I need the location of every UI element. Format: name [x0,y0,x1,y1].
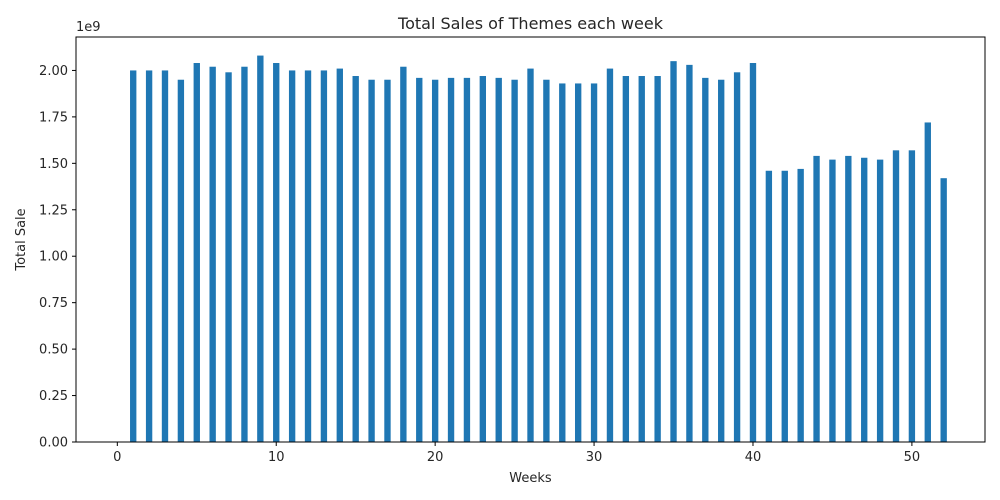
bar-week-8 [241,66,248,443]
bar-week-10 [273,63,280,442]
x-tick-label: 10 [268,450,285,465]
bar-week-33 [638,76,645,442]
bar-week-44 [813,155,820,442]
bar-week-31 [606,68,614,442]
y-tick-label: 2.00 [39,64,68,79]
x-axis: 0 10 20 30 40 50 [113,442,920,465]
bar-week-32 [622,76,630,442]
bars-group [130,55,947,443]
bar-week-14 [336,68,343,442]
y-axis-offset-label: 1e9 [76,20,101,35]
bar-week-19 [416,77,423,443]
bar-week-1 [130,70,137,442]
bar-week-34 [654,76,661,442]
x-axis-title: Weeks [509,471,552,486]
bar-week-18 [400,66,407,443]
plot-frame [75,36,986,443]
bar-week-38 [718,79,725,442]
bar-week-51 [924,122,931,443]
y-tick-label: 0.75 [39,296,68,311]
y-tick-label: 0.00 [39,436,68,451]
bar-week-20 [431,79,439,442]
bar-week-15 [352,76,359,442]
bar-week-28 [559,83,566,443]
y-tick-label: 1.25 [39,203,68,218]
x-tick-label: 30 [586,450,603,465]
bar-week-47 [861,157,868,442]
bar-week-2 [145,70,153,442]
bar-week-41 [765,170,773,442]
bar-week-22 [463,77,471,443]
bar-week-7 [225,72,232,443]
bar-week-29 [574,83,582,443]
y-axis-title: Total Sale [14,208,29,271]
bar-week-3 [161,70,169,442]
y-tick-label: 0.25 [39,389,68,404]
y-tick-label: 1.50 [39,157,68,172]
bar-week-24 [495,77,502,443]
bar-week-25 [511,79,518,442]
bar-week-48 [876,159,884,442]
y-axis: 0.00 0.25 0.50 0.75 1.00 1.25 1.50 1.75 2.00 [39,64,76,451]
bar-week-40 [749,63,757,442]
bar-week-9 [257,55,264,443]
y-tick-label: 1.00 [39,250,68,265]
x-tick-label: 20 [427,450,444,465]
y-tick-label: 0.50 [39,343,68,358]
bar-week-5 [193,63,200,442]
bar-week-39 [733,72,741,443]
bar-week-37 [702,77,709,443]
bar-week-36 [686,64,693,442]
bar-week-13 [320,70,328,442]
bar-week-11 [288,70,296,442]
bar-week-43 [797,168,804,442]
bar-week-42 [781,170,788,442]
chart-title: Total Sales of Themes each week [397,14,664,33]
bar-week-35 [670,61,677,443]
bar-week-17 [384,79,391,442]
bar-week-27 [543,79,550,442]
bar-week-49 [892,150,900,442]
bar-week-21 [447,77,455,443]
bar-week-52 [940,178,947,442]
bar-week-50 [908,150,916,442]
bar-week-6 [209,66,216,443]
bar-week-23 [479,76,487,442]
y-tick-label: 1.75 [39,110,68,125]
x-tick-label: 50 [904,450,921,465]
x-tick-label: 0 [113,450,121,465]
bar-week-30 [590,83,598,443]
bar-week-45 [829,159,836,442]
x-tick-label: 40 [745,450,762,465]
bar-week-4 [177,79,185,442]
bar-week-12 [304,70,312,442]
bar-week-46 [845,155,852,442]
bar-week-26 [527,68,534,442]
bar-week-16 [368,79,375,442]
